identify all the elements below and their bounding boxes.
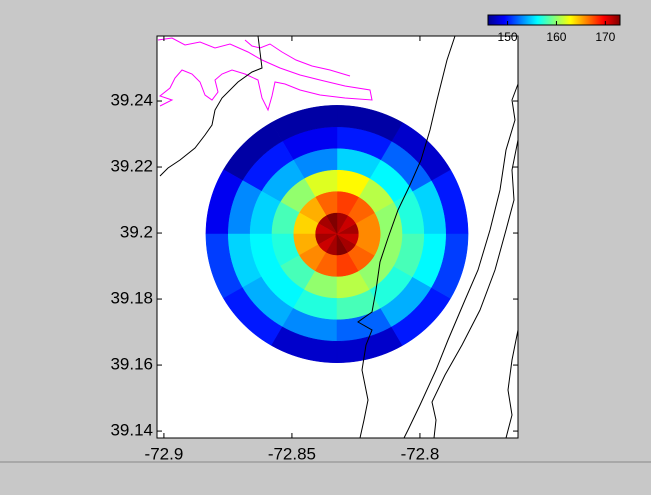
- coastline-magenta: [244, 39, 351, 77]
- colorbar: [487, 14, 621, 26]
- coastline: [431, 139, 518, 438]
- y-tick-label: 39.14: [110, 421, 153, 440]
- coastline: [403, 83, 518, 438]
- colorbar-tick-label: 170: [595, 30, 615, 44]
- coastline: [505, 329, 518, 438]
- y-tick-label: 39.2: [120, 223, 153, 242]
- colorbar-tick-label: 160: [546, 30, 566, 44]
- y-tick-label: 39.24: [110, 91, 153, 110]
- coastline-magenta: [157, 37, 373, 112]
- colorbar-tick-label: 150: [498, 30, 518, 44]
- coastline: [159, 36, 263, 177]
- data-layer: [205, 105, 469, 364]
- heat-cell: [431, 233, 469, 299]
- coastline: [357, 36, 456, 438]
- y-tick-label: 39.16: [110, 355, 153, 374]
- y-tick-label: 39.18: [110, 289, 153, 308]
- coastlines: [157, 36, 518, 438]
- x-tick-label: -72.9: [145, 444, 184, 463]
- x-tick-label: -72.8: [401, 444, 440, 463]
- x-tick-label: -72.85: [268, 444, 316, 463]
- y-tick-label: 39.22: [110, 157, 153, 176]
- axes-box: [156, 35, 519, 439]
